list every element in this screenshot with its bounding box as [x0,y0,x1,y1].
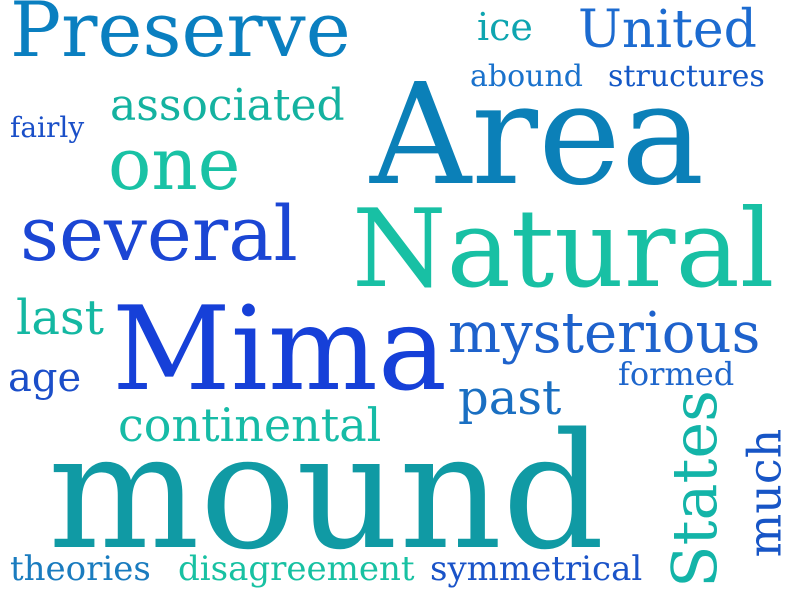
word-fairly: fairly [10,111,85,144]
word-united: United [578,0,757,60]
word-ice: ice [477,5,533,49]
word-mound: mound [48,398,605,585]
word-states: States [657,390,731,588]
word-area: Area [370,54,705,217]
word-disagreement: disagreement [178,549,415,589]
word-formed: formed [618,355,735,393]
word-theories: theories [10,549,151,589]
word-mima: Mima [112,282,448,417]
word-one: one [108,122,241,206]
word-past: past [458,370,562,426]
word-natural: Natural [352,187,775,312]
word-age: age [8,355,82,401]
word-associated: associated [110,80,345,131]
word-symmetrical: symmetrical [430,549,643,589]
word-mysterious: mysterious [448,301,761,366]
word-abound: abound [470,59,583,94]
word-preserve: Preserve [10,0,351,74]
word-much: much [737,428,792,558]
word-structures: structures [608,59,765,94]
word-last: last [16,290,104,346]
word-continental: continental [118,398,382,452]
word-several: several [20,189,298,278]
